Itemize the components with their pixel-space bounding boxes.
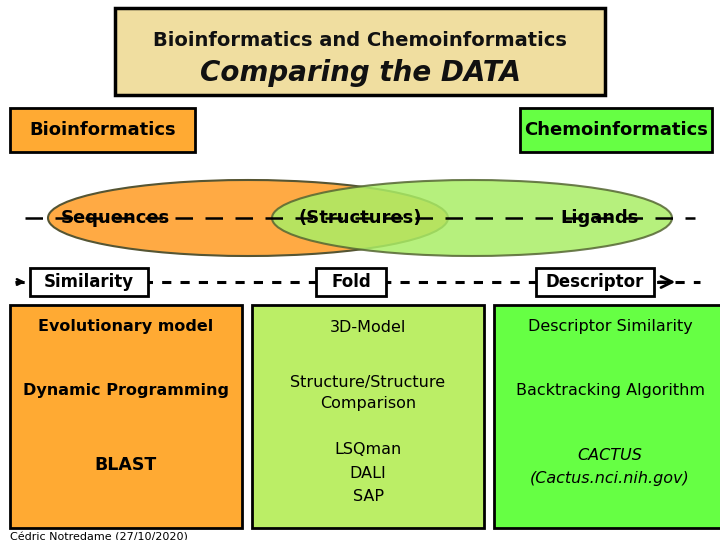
Text: Descriptor: Descriptor — [546, 273, 644, 291]
Text: Cédric Notredame (27/10/2020): Cédric Notredame (27/10/2020) — [10, 532, 188, 540]
Text: Sequences: Sequences — [60, 209, 170, 227]
FancyBboxPatch shape — [494, 305, 720, 528]
Text: Structure/Structure
Comparison: Structure/Structure Comparison — [290, 375, 446, 411]
Text: (Structures): (Structures) — [298, 209, 422, 227]
Text: Fold: Fold — [331, 273, 371, 291]
Text: Comparing the DATA: Comparing the DATA — [199, 59, 521, 87]
FancyBboxPatch shape — [10, 108, 195, 152]
Text: Bioinformatics and Chemoinformatics: Bioinformatics and Chemoinformatics — [153, 30, 567, 50]
Text: Bioinformatics: Bioinformatics — [30, 121, 176, 139]
FancyBboxPatch shape — [316, 268, 386, 296]
Text: Similarity: Similarity — [44, 273, 134, 291]
Ellipse shape — [48, 180, 448, 256]
Text: CACTUS
(Cactus.nci.nih.gov): CACTUS (Cactus.nci.nih.gov) — [530, 448, 690, 486]
Ellipse shape — [272, 180, 672, 256]
Text: Chemoinformatics: Chemoinformatics — [524, 121, 708, 139]
FancyBboxPatch shape — [536, 268, 654, 296]
Text: Evolutionary model: Evolutionary model — [38, 320, 214, 334]
Text: Backtracking Algorithm: Backtracking Algorithm — [516, 382, 704, 397]
FancyBboxPatch shape — [30, 268, 148, 296]
FancyBboxPatch shape — [252, 305, 484, 528]
Text: Dynamic Programming: Dynamic Programming — [23, 382, 229, 397]
Text: Descriptor Similarity: Descriptor Similarity — [528, 320, 693, 334]
FancyBboxPatch shape — [115, 8, 605, 95]
Text: BLAST: BLAST — [95, 456, 157, 474]
FancyBboxPatch shape — [10, 305, 242, 528]
Text: LSQman
DALI
SAP: LSQman DALI SAP — [334, 442, 402, 504]
Text: 3D-Model: 3D-Model — [330, 320, 406, 334]
FancyBboxPatch shape — [520, 108, 712, 152]
Text: Ligands: Ligands — [561, 209, 639, 227]
